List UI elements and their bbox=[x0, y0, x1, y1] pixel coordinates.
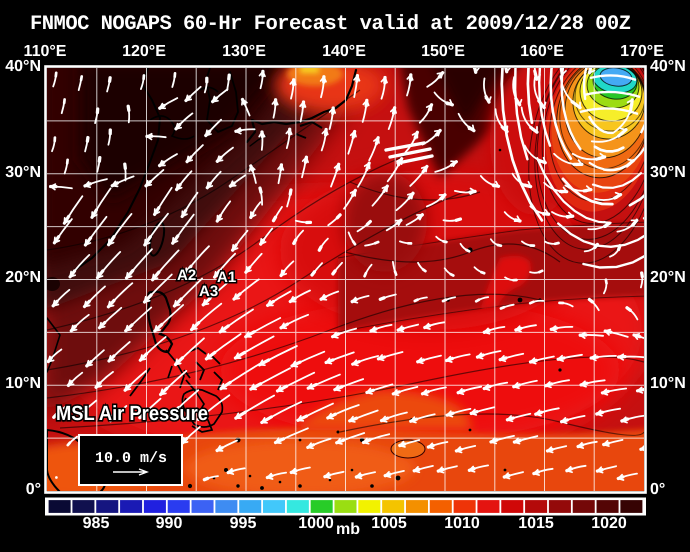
svg-text:985: 985 bbox=[83, 515, 110, 532]
svg-text:A3: A3 bbox=[199, 283, 218, 300]
svg-text:40°N: 40°N bbox=[5, 58, 41, 75]
svg-text:A2: A2 bbox=[177, 267, 196, 284]
svg-text:160°E: 160°E bbox=[520, 43, 564, 60]
svg-text:mb: mb bbox=[336, 521, 360, 538]
svg-text:0°: 0° bbox=[26, 481, 41, 498]
svg-text:40°N: 40°N bbox=[650, 58, 686, 75]
svg-text:140°E: 140°E bbox=[322, 43, 366, 60]
svg-text:10°N: 10°N bbox=[650, 375, 686, 392]
svg-text:1010: 1010 bbox=[444, 515, 480, 532]
svg-text:995: 995 bbox=[230, 515, 257, 532]
svg-text:170°E: 170°E bbox=[620, 43, 664, 60]
svg-text:20°N: 20°N bbox=[650, 269, 686, 286]
svg-text:110°E: 110°E bbox=[24, 43, 67, 60]
svg-text:A1: A1 bbox=[217, 269, 236, 286]
svg-text:0°: 0° bbox=[650, 481, 665, 498]
svg-text:1015: 1015 bbox=[518, 515, 554, 532]
svg-text:1000: 1000 bbox=[298, 515, 334, 532]
svg-text:FNMOC NOGAPS 60-Hr Forecast va: FNMOC NOGAPS 60-Hr Forecast valid at 200… bbox=[30, 13, 631, 36]
svg-text:10°N: 10°N bbox=[5, 375, 41, 392]
svg-text:30°N: 30°N bbox=[650, 164, 686, 181]
svg-text:1005: 1005 bbox=[371, 515, 407, 532]
svg-text:130°E: 130°E bbox=[222, 43, 266, 60]
svg-text:MSL Air Pressure: MSL Air Pressure bbox=[56, 402, 208, 425]
svg-text:120°E: 120°E bbox=[122, 43, 166, 60]
svg-text:1020: 1020 bbox=[591, 515, 627, 532]
svg-text:30°N: 30°N bbox=[5, 164, 41, 181]
svg-text:150°E: 150°E bbox=[421, 43, 465, 60]
svg-text:990: 990 bbox=[156, 515, 183, 532]
svg-text:20°N: 20°N bbox=[5, 269, 41, 286]
svg-text:10.0 m/s: 10.0 m/s bbox=[95, 450, 167, 467]
